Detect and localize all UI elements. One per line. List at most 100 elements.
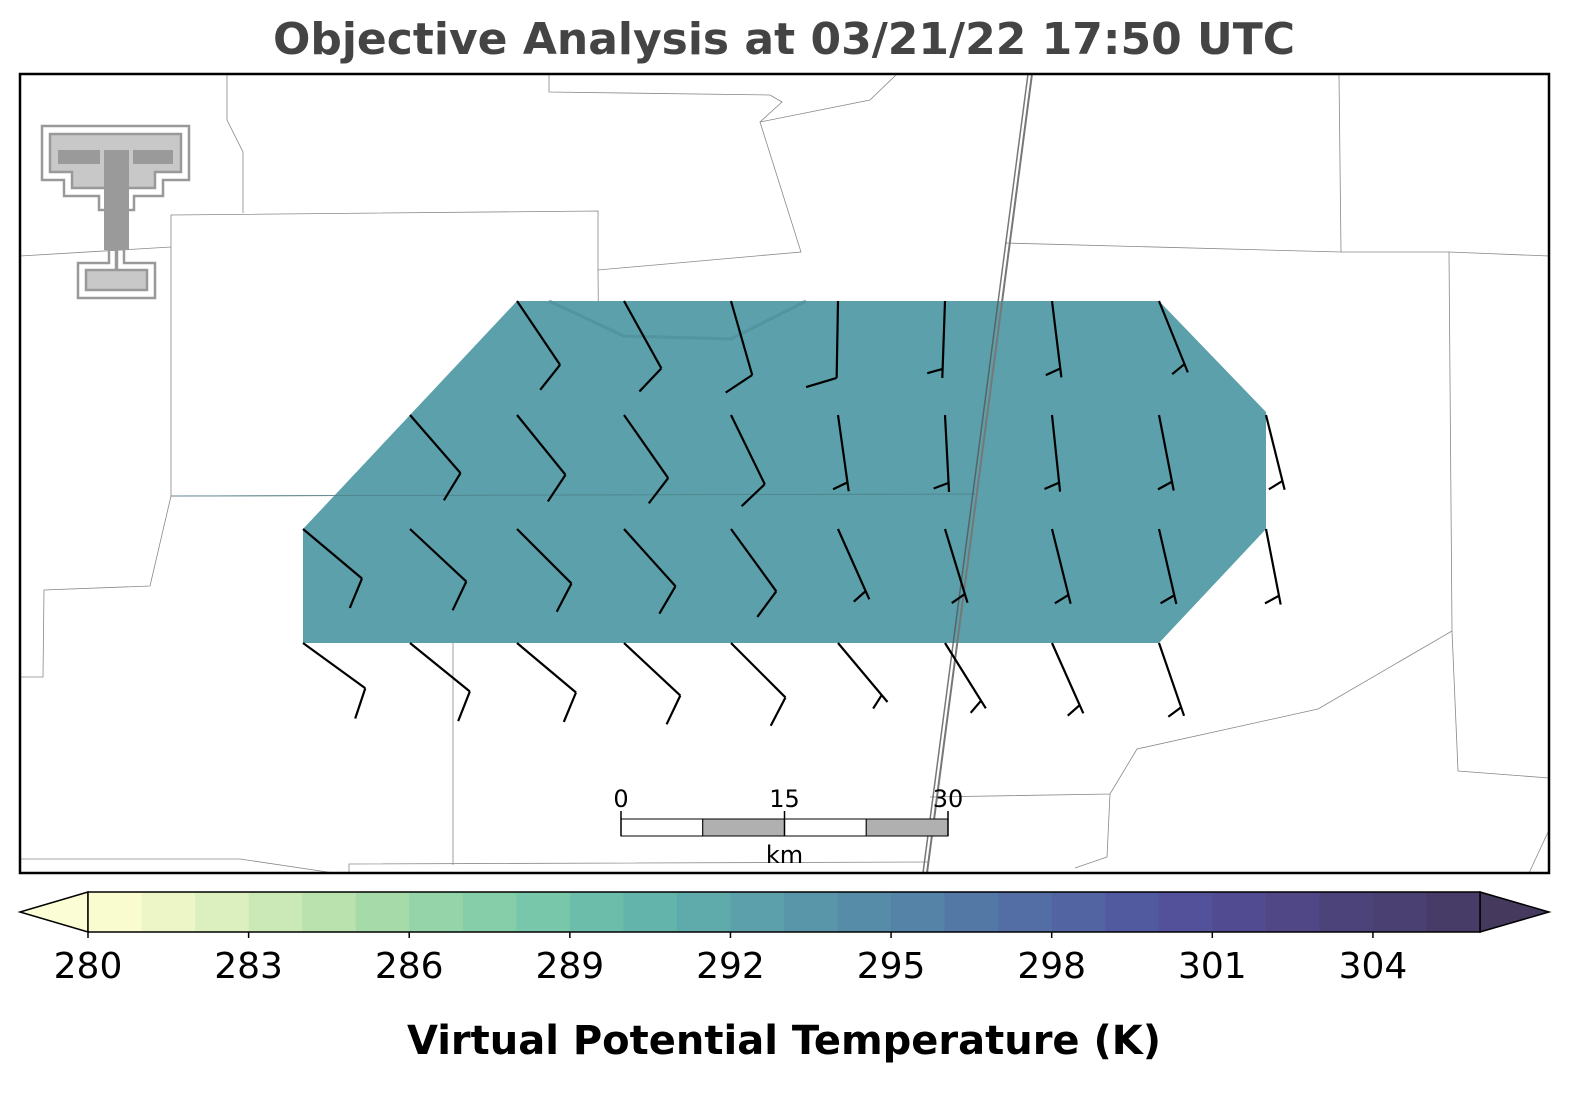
wind-barb — [933, 414, 951, 492]
boundary — [929, 251, 1550, 874]
boundary — [226, 74, 244, 213]
wind-barb — [943, 528, 969, 604]
colorbar-bin — [195, 892, 250, 932]
colorbar-bin — [1051, 892, 1106, 932]
colorbar-bin — [1319, 892, 1374, 932]
scale-segment — [784, 818, 867, 837]
wind-barb — [837, 642, 889, 710]
scale-segment — [620, 818, 704, 837]
colorbar-under — [17, 890, 89, 934]
wind-barb — [623, 642, 682, 725]
colorbar-bin — [569, 892, 624, 932]
wind-barb — [1045, 300, 1063, 378]
colorbar-bin — [516, 892, 571, 932]
logo-outline — [40, 124, 191, 300]
road — [922, 73, 1029, 874]
wind-barb — [1157, 642, 1186, 718]
colorbar-bin — [141, 892, 196, 932]
colorbar-bin — [1105, 892, 1160, 932]
boundary — [19, 246, 172, 257]
wind-barb — [1050, 528, 1072, 605]
colorbar-bin — [302, 892, 357, 932]
wind-barb — [516, 528, 573, 613]
analysis-field — [303, 301, 1266, 643]
colorbar-bin — [409, 892, 464, 932]
colorbar-bin — [355, 892, 410, 932]
wind-barb — [623, 528, 677, 615]
colorbar-bin — [730, 892, 785, 932]
boundary — [1004, 73, 1550, 257]
colorbar-frame — [87, 891, 1481, 933]
lake — [548, 299, 807, 341]
scale-tick-label: 30 — [933, 785, 964, 813]
wind-barb — [730, 642, 787, 727]
boundary — [20, 858, 929, 874]
title: Objective Analysis at 03/21/22 17:50 UTC — [273, 14, 1295, 65]
wind-barb — [516, 300, 561, 391]
wind-barb — [805, 300, 840, 389]
boundary — [170, 493, 976, 497]
scale-bar: 0 15 30 km — [613, 785, 963, 869]
colorbar-bin — [462, 892, 517, 932]
colorbar-bin — [891, 892, 946, 932]
logo-fill — [48, 132, 183, 292]
wind-barb — [409, 528, 468, 611]
colorbar-bin — [1372, 892, 1427, 932]
colorbar-tick-label: 298 — [1017, 946, 1086, 987]
wind-barb — [832, 414, 850, 492]
colorbar-bin — [1158, 892, 1213, 932]
wind-barb — [516, 414, 567, 503]
wind-barb — [730, 414, 766, 507]
highway — [922, 73, 1033, 874]
colorbar-bin — [1265, 892, 1320, 932]
wind-barb — [730, 528, 778, 618]
colorbar-bin — [623, 892, 678, 932]
wind-barb — [409, 642, 471, 722]
wind-barb — [944, 642, 987, 714]
colorbar-bin — [1212, 892, 1267, 932]
wind-barb — [302, 642, 367, 719]
scale-segment — [702, 818, 785, 837]
colorbar-tick-label: 295 — [857, 946, 926, 987]
colorbar-bin — [88, 892, 143, 932]
colorbar-bin — [944, 892, 999, 932]
wind-barb — [302, 528, 364, 609]
wind-barb — [1050, 642, 1085, 717]
colorbar-tick-label: 280 — [54, 946, 123, 987]
colorbar-bin — [784, 892, 839, 932]
boundary — [548, 74, 783, 123]
boundary — [170, 73, 898, 496]
wind-barb — [1044, 414, 1062, 492]
colorbar-tick-label: 304 — [1339, 946, 1408, 987]
wind-barb — [1157, 528, 1178, 605]
scale-segment — [865, 818, 949, 837]
colorbar-tick-label: 286 — [375, 946, 444, 987]
colorbar-tick-label: 292 — [696, 946, 765, 987]
map-frame — [18, 72, 1551, 875]
scale-unit: km — [766, 841, 803, 869]
wind-barb — [516, 642, 578, 723]
colorbar-tick-label: 301 — [1178, 946, 1247, 987]
wind-barb — [1264, 528, 1282, 605]
colorbar-bin — [676, 892, 731, 932]
colorbar: 280 283 286 289 292 295 298 301 304 — [17, 890, 1552, 987]
wind-barb — [1157, 300, 1189, 376]
colorbar-label: Virtual Potential Temperature (K) — [407, 1018, 1161, 1064]
colorbar-bin — [837, 892, 892, 932]
colorbar-over — [1479, 891, 1552, 933]
wind-barb — [623, 414, 670, 505]
wind-barb — [926, 300, 947, 378]
colorbar-bin — [998, 892, 1053, 932]
colorbar-tick-label: 289 — [535, 946, 604, 987]
wind-barb — [623, 300, 663, 393]
wind-barbs — [302, 300, 1286, 727]
logo-detail — [58, 150, 173, 250]
road — [926, 73, 1033, 874]
logo — [40, 124, 191, 300]
colorbar-tick-label: 283 — [214, 946, 283, 987]
scale-tick-label: 0 — [613, 785, 628, 813]
lake-outline — [170, 299, 976, 497]
colorbar-bin — [248, 892, 303, 932]
scale-tick-label: 15 — [769, 785, 800, 813]
